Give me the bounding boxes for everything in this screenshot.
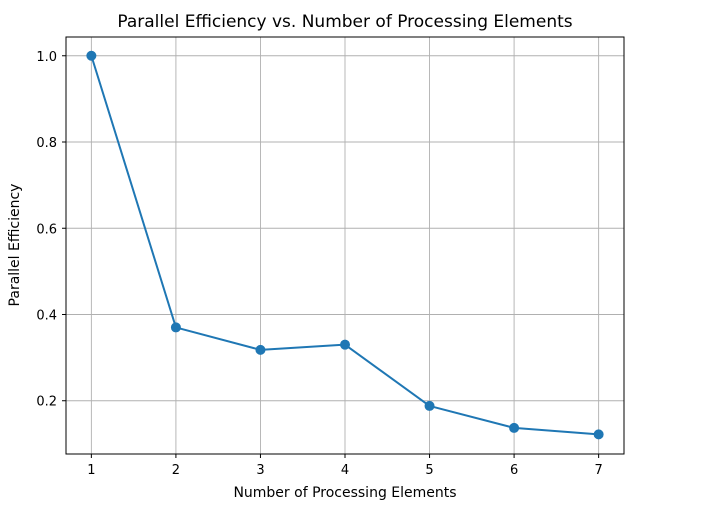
data-point xyxy=(593,429,604,440)
x-tick-label: 6 xyxy=(510,463,518,478)
y-tick-label: 0.6 xyxy=(36,222,57,237)
data-point xyxy=(509,422,520,433)
y-tick-label: 0.8 xyxy=(36,136,57,151)
x-tick-label: 4 xyxy=(341,463,349,478)
data-point xyxy=(170,322,181,333)
data-point xyxy=(86,50,97,61)
y-tick-label: 0.2 xyxy=(36,395,57,410)
grid xyxy=(66,37,624,454)
x-tick-label: 2 xyxy=(172,463,180,478)
y-tick-label: 1.0 xyxy=(36,50,57,65)
ticks: 1 2 3 4 5 6 7 0.2 0.4 0.6 0.8 1.0 xyxy=(36,50,602,478)
x-tick-label: 7 xyxy=(594,463,602,478)
y-tick-label: 0.4 xyxy=(36,308,57,323)
chart-title: Parallel Efficiency vs. Number of Proces… xyxy=(117,12,572,32)
series-layer xyxy=(86,50,604,440)
x-tick-label: 3 xyxy=(256,463,264,478)
data-point xyxy=(424,400,435,411)
x-tick-label: 1 xyxy=(87,463,95,478)
y-axis-label: Parallel Efficiency xyxy=(7,184,23,307)
data-point xyxy=(255,344,266,355)
x-tick-label: 5 xyxy=(425,463,433,478)
x-axis-label: Number of Processing Elements xyxy=(233,485,456,501)
data-point xyxy=(340,339,350,350)
